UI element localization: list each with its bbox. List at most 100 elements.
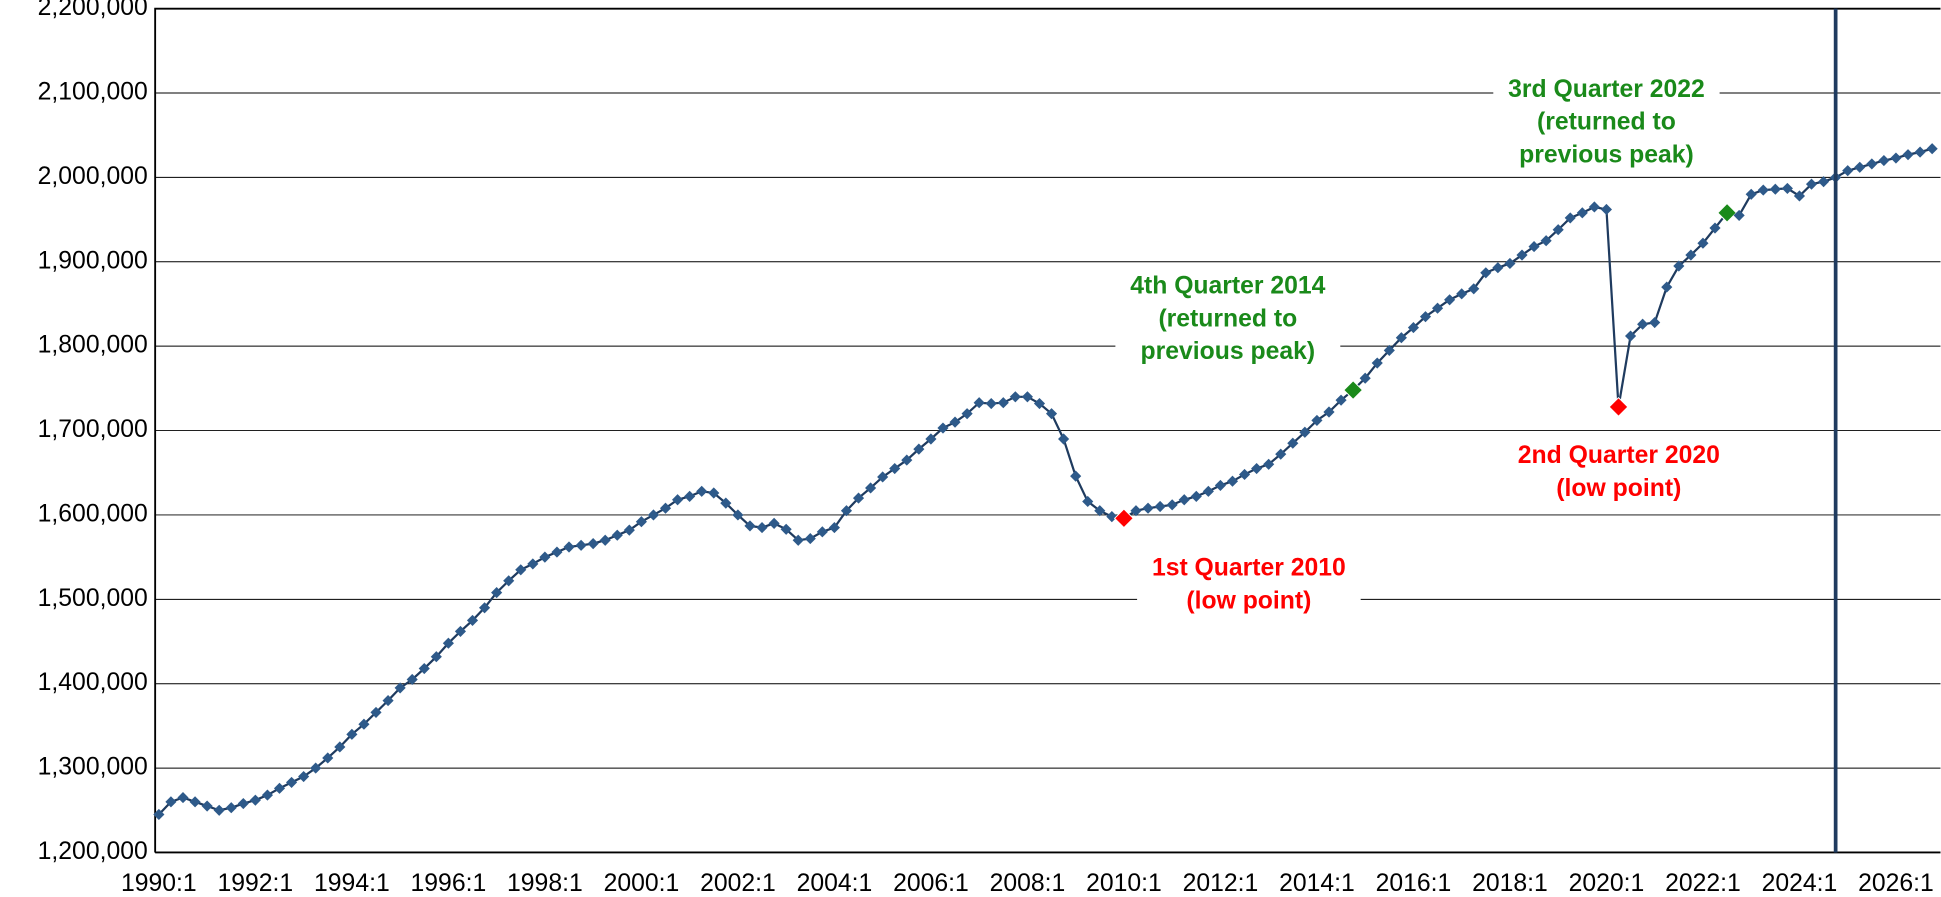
- marker: [479, 602, 491, 614]
- y-tick-label: 1,900,000: [38, 247, 148, 274]
- marker: [901, 454, 913, 466]
- y-tick-label: 1,300,000: [38, 754, 148, 781]
- marker: [1238, 468, 1251, 481]
- marker: [816, 526, 828, 538]
- highlight-marker: [1608, 396, 1629, 417]
- x-tick-label: 2022:1: [1665, 870, 1741, 897]
- marker: [1190, 490, 1202, 502]
- marker: [925, 433, 937, 445]
- annotation-text: (returned to: [1537, 109, 1676, 136]
- marker: [1383, 344, 1395, 356]
- marker: [285, 776, 298, 788]
- x-tick-label: 2008:1: [990, 870, 1066, 897]
- annotation-text: 1st Quarter 2010: [1152, 555, 1346, 582]
- marker: [1395, 332, 1407, 344]
- x-tick-label: 2010:1: [1086, 870, 1162, 897]
- annotation-bg: [1115, 269, 1341, 371]
- marker: [1359, 372, 1371, 384]
- marker: [1528, 241, 1540, 253]
- marker: [334, 741, 346, 753]
- marker: [1540, 235, 1552, 247]
- marker: [1202, 485, 1214, 497]
- marker: [503, 575, 515, 587]
- marker: [1021, 391, 1033, 403]
- marker: [973, 397, 985, 409]
- marker: [1033, 397, 1046, 410]
- marker: [322, 752, 334, 764]
- marker: [394, 682, 406, 694]
- marker: [1311, 414, 1323, 427]
- marker: [1733, 209, 1745, 221]
- y-tick-label: 1,200,000: [38, 838, 148, 865]
- marker: [635, 516, 647, 528]
- marker: [1902, 149, 1914, 161]
- marker: [1287, 437, 1299, 449]
- marker: [1805, 178, 1818, 190]
- marker: [1661, 281, 1673, 293]
- marker: [1492, 262, 1504, 274]
- marker: [177, 792, 189, 804]
- x-tick-label: 2020:1: [1569, 870, 1645, 897]
- axis-frame: [154, 7, 1941, 853]
- y-tick-label: 2,200,000: [38, 0, 148, 21]
- x-tick-label: 1992:1: [218, 870, 294, 897]
- marker: [466, 614, 479, 626]
- marker: [249, 794, 261, 806]
- x-tick-label: 2012:1: [1183, 870, 1259, 897]
- x-tick-label: 1994:1: [314, 870, 390, 897]
- marker: [1263, 458, 1275, 470]
- marker: [1926, 143, 1938, 155]
- marker: [539, 551, 551, 563]
- marker: [346, 728, 358, 740]
- y-tick-label: 1,500,000: [38, 585, 148, 612]
- marker: [1625, 330, 1637, 342]
- marker: [1697, 237, 1709, 249]
- marker: [792, 534, 804, 546]
- marker: [1781, 182, 1793, 194]
- marker: [1637, 318, 1649, 330]
- marker: [1854, 161, 1866, 173]
- marker: [756, 522, 768, 534]
- marker: [828, 522, 840, 534]
- highlight-marker: [1113, 508, 1134, 529]
- marker: [937, 422, 949, 434]
- marker: [1094, 505, 1106, 517]
- marker: [527, 558, 539, 570]
- marker: [913, 443, 925, 455]
- marker: [708, 487, 720, 499]
- x-tick-label: 2024:1: [1762, 870, 1838, 897]
- marker: [1407, 322, 1419, 334]
- annotation-text: 2nd Quarter 2020: [1518, 442, 1720, 469]
- marker: [153, 808, 165, 821]
- marker: [165, 796, 177, 808]
- marker: [1335, 394, 1347, 406]
- marker: [780, 523, 792, 535]
- marker: [1431, 302, 1444, 314]
- highlight-marker: [1343, 380, 1364, 401]
- x-tick-label: 1990:1: [121, 870, 197, 897]
- marker: [1793, 190, 1806, 202]
- x-tick-label: 2004:1: [797, 870, 873, 897]
- marker: [1552, 224, 1564, 236]
- annotation-bg: [1137, 551, 1361, 620]
- y-tick-label: 1,800,000: [38, 332, 148, 359]
- annotation-text: (low point): [1186, 587, 1311, 614]
- highlight-marker: [1717, 202, 1738, 223]
- y-tick-label: 1,600,000: [38, 500, 148, 527]
- marker: [647, 509, 660, 521]
- x-tick-label: 2026:1: [1858, 870, 1934, 897]
- marker: [430, 651, 442, 663]
- marker: [744, 520, 756, 532]
- marker: [720, 497, 732, 509]
- annotation: 2nd Quarter 2020 (low point): [1502, 439, 1735, 508]
- annotation-text: previous peak): [1141, 338, 1316, 365]
- annotation: 1st Quarter 2010 (low point): [1137, 551, 1361, 620]
- marker: [261, 789, 274, 801]
- x-tick-label: 2000:1: [604, 870, 680, 897]
- marker: [1516, 249, 1528, 261]
- x-tick-label: 1996:1: [411, 870, 487, 897]
- marker: [551, 546, 563, 558]
- marker: [852, 492, 865, 504]
- marker: [454, 625, 467, 637]
- annotation-text: 4th Quarter 2014: [1130, 273, 1325, 300]
